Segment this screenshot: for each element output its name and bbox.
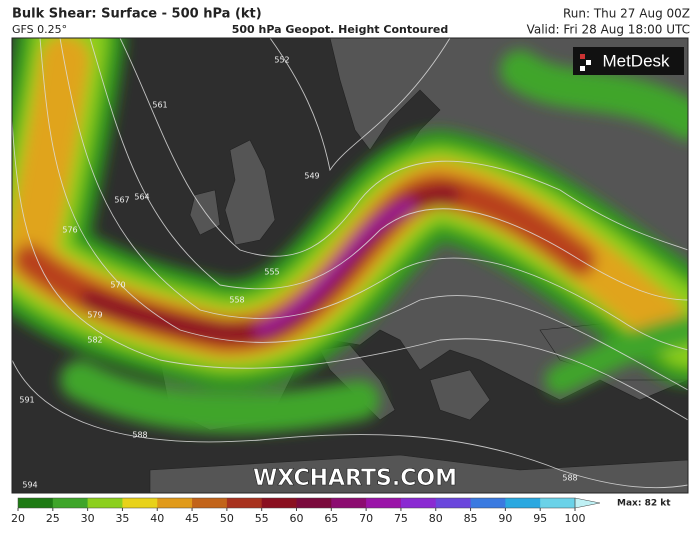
contour-label: 582 [87,336,102,345]
map-area [12,38,688,493]
colorbar-tick-label: 75 [394,512,408,525]
colorbar-tick-label: 55 [255,512,269,525]
colorbar-tick-label: 25 [46,512,60,525]
contour-label: 561 [152,101,167,110]
logo-icon [580,54,591,71]
colorbar-segment [400,498,437,508]
colorbar-tick-label: 90 [498,512,512,525]
colorbar-tick-label: 40 [150,512,164,525]
colorbar-tick-label: 35 [115,512,129,525]
colorbar-tick-label: 100 [565,512,586,525]
colorbar-segment [540,498,576,508]
colorbar-segment [122,498,158,508]
run-label: Run: Thu 27 Aug 00Z [563,7,690,21]
contour-label: 555 [264,268,279,277]
contour-label: 588 [132,431,147,440]
colorbar-segment [435,498,472,508]
contour-label: 552 [274,56,289,65]
valid-label: Valid: Fri 28 Aug 18:00 UTC [527,23,690,37]
contour-label: 591 [19,396,34,405]
colorbar-segment [226,498,263,508]
model-label: GFS 0.25° [12,23,67,36]
contour-label: 594 [22,481,37,490]
shear-field [12,38,688,434]
contour-label: 576 [62,226,77,235]
colorbar-segment [157,498,193,508]
contour-label: 558 [229,296,244,305]
colorbar-segment [18,498,54,508]
logo-text: MetDesk [602,51,670,70]
height-contours [12,38,688,489]
colorbar-segment [261,498,297,508]
colorbar-segment [505,498,541,508]
colorbar-tick-label: 95 [533,512,547,525]
contour-label: 549 [304,172,319,181]
colorbar-tick-label: 30 [81,512,95,525]
colorbar-segment [296,498,332,508]
colorbar-segment [366,498,402,508]
colorbar-tick-label: 20 [11,512,25,525]
contour-label: 570 [110,281,125,290]
colorbar-tick-label: 65 [324,512,338,525]
contour-label: 588 [562,474,577,483]
colorbar-segment [331,498,367,508]
contour-label: 579 [87,311,102,320]
max-label: Max: 82 kt [617,499,671,509]
colorbar-tick-label: 45 [185,512,199,525]
colorbar-tick-label: 80 [429,512,443,525]
colorbar-tick-label: 70 [359,512,373,525]
colorbar-segment [470,498,506,508]
colorbar-tick-label: 85 [464,512,478,525]
logo-box [573,47,684,75]
contour-label: 564 [134,193,149,202]
watermark: WXCHARTS.COM [253,466,457,491]
colorbar-arrow [574,497,601,509]
map-frame [11,37,689,494]
map-subtitle: 500 hPa Geopot. Height Contoured [232,23,448,36]
map-title: Bulk Shear: Surface - 500 hPa (kt) [12,7,262,22]
colorbar-tick-label: 60 [290,512,304,525]
colorbar-frame [17,497,576,509]
colorbar-segment [52,498,89,508]
colorbar-segment [192,498,228,508]
contour-label: 567 [114,196,129,205]
colorbar-tick-label: 50 [220,512,234,525]
colorbar-segment [87,498,123,508]
